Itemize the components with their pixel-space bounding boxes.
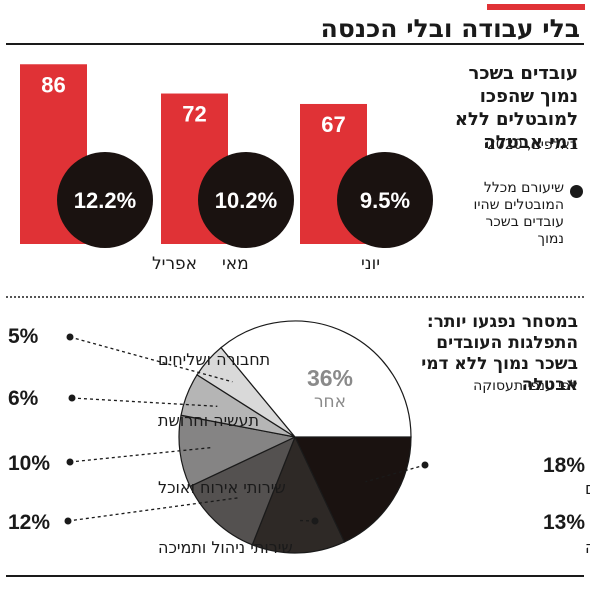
title-rule — [6, 43, 584, 45]
slice-label: תעשיה וחרושת — [158, 411, 259, 430]
slice-percent: 12% — [8, 511, 50, 534]
pie-slice-1 — [294, 436, 412, 543]
leader-dot — [68, 394, 76, 402]
leader-dot — [64, 517, 72, 525]
slice-label: בניה — [585, 538, 590, 557]
leader-line — [71, 397, 218, 407]
slice-label: מסחר ומוסכים — [585, 479, 590, 498]
leader-dot — [421, 461, 429, 469]
bar-value-label: 67 — [321, 112, 345, 137]
slice-percent: 10% — [8, 452, 50, 475]
bar-chart-subtitle: באלפים, 2020 — [486, 137, 578, 153]
headline: בלי עבודה ובלי הכנסה — [320, 14, 580, 43]
x-axis-label: אפריל — [152, 254, 197, 274]
rate-label: 10.2% — [215, 188, 277, 213]
leader-dot — [66, 458, 74, 466]
legend-text: שיעורם מכלל המובטלים שהיו עובדים בשכר נמ… — [473, 180, 564, 247]
pie-slice-3 — [189, 435, 297, 546]
leader-line — [69, 336, 233, 383]
slice-label-other: אחר — [314, 392, 346, 412]
rate-circle — [198, 152, 294, 248]
pie-slice-7 — [220, 320, 412, 438]
slice-percent: 18% — [543, 454, 585, 477]
bar-value-label: 86 — [41, 72, 65, 97]
rate-label: 12.2% — [74, 188, 136, 213]
bar-chart-title: עובדים בשכר נמוך שהפכו למובטלים ללא דמי … — [454, 63, 578, 153]
section-divider — [6, 296, 584, 298]
rate-label: 9.5% — [360, 188, 410, 213]
leader-dot — [311, 517, 319, 525]
leader-dot — [66, 333, 74, 341]
rate-circle — [337, 152, 433, 248]
pie-slice-2 — [251, 435, 346, 554]
slice-label: שירותי אירוח ואוכל — [158, 478, 286, 497]
slice-label: שירותי ניהול ותמיכה — [158, 538, 293, 557]
bar-value-label: 72 — [182, 102, 206, 127]
slice-percent: 6% — [8, 387, 39, 410]
pie-chart-subtitle: לפי ענפי תעסוקה — [473, 378, 578, 394]
bottom-rule — [6, 575, 584, 577]
slice-percent: 13% — [543, 511, 585, 534]
x-axis-label: מאי — [222, 254, 249, 274]
slice-label: תחבורה ושליחים — [158, 350, 270, 369]
pie-slice-4 — [178, 414, 297, 488]
leader-line — [67, 497, 238, 522]
rate-circle — [57, 152, 153, 248]
pie-chart-title: במסחר נפגעו יותר: התפלגות העובדים בשכר נ… — [421, 312, 578, 395]
leader-line — [365, 464, 426, 483]
accent-bar — [487, 4, 585, 10]
slice-percent: 5% — [8, 325, 39, 348]
slice-percent-other: 36% — [307, 365, 353, 391]
legend-dot-icon — [570, 185, 583, 198]
x-axis-label: יוני — [361, 254, 380, 274]
